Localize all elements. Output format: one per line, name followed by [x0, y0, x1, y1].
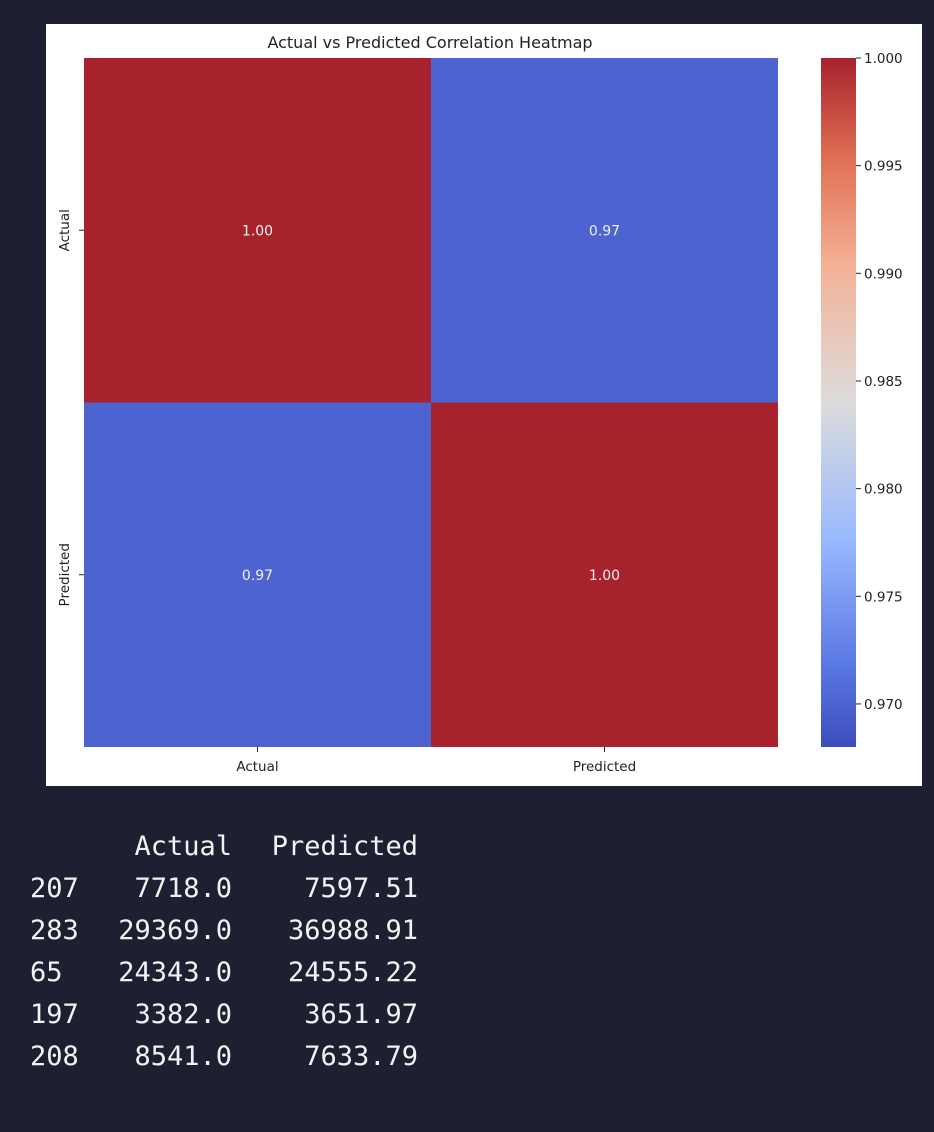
column-header-actual: Actual	[134, 831, 232, 862]
table-row: 197 3382.0 3651.97	[30, 994, 418, 1036]
x-tick-label: Actual	[236, 759, 278, 775]
predicted-value: 24555.22	[287, 957, 418, 988]
colorbar-tick-label: 0.995	[864, 159, 903, 175]
colorbar-tick-label: 0.990	[864, 266, 903, 282]
cell-value-label: 0.97	[589, 223, 620, 239]
heatmap-chart: Actual vs Predicted Correlation Heatmap …	[57, 33, 903, 775]
colorbar-tick-label: 0.975	[864, 589, 903, 605]
table-header-row: Actual Predicted	[30, 826, 418, 868]
actual-value: 7718.0	[134, 873, 232, 904]
colorbar-tick-label: 0.980	[864, 482, 903, 498]
row-index: 65	[30, 957, 63, 988]
cell-value-label: 1.00	[589, 568, 620, 584]
dataframe-output: Actual Predicted 207 7718.0 7597.51 283 …	[30, 826, 418, 1078]
table-row: 208 8541.0 7633.79	[30, 1036, 418, 1078]
heatmap-cell	[84, 402, 431, 747]
heatmap-figure: Actual vs Predicted Correlation Heatmap …	[46, 24, 922, 786]
actual-value: 3382.0	[134, 999, 232, 1030]
table-row: 283 29369.0 36988.91	[30, 910, 418, 952]
predicted-value: 36988.91	[287, 915, 418, 946]
predicted-value: 3651.97	[304, 999, 418, 1030]
column-header-predicted: Predicted	[271, 831, 418, 862]
heatmap-cell	[431, 402, 778, 747]
actual-value: 24343.0	[118, 957, 232, 988]
colorbar-tick-label: 0.985	[864, 374, 903, 390]
actual-value: 8541.0	[134, 1041, 232, 1072]
predicted-value: 7597.51	[304, 873, 418, 904]
row-index: 283	[30, 915, 79, 946]
table-row: 65 24343.0 24555.22	[30, 952, 418, 994]
y-tick-label: Predicted	[57, 543, 73, 606]
colorbar-tick-label: 1.000	[864, 51, 903, 67]
y-tick-label: Actual	[57, 209, 73, 251]
row-index: 207	[30, 873, 79, 904]
heatmap-cell	[84, 58, 431, 403]
row-index: 208	[30, 1041, 79, 1072]
colorbar-tick-label: 0.970	[864, 697, 903, 713]
chart-title: Actual vs Predicted Correlation Heatmap	[267, 33, 592, 52]
row-index: 197	[30, 999, 79, 1030]
x-tick-label: Predicted	[573, 759, 636, 775]
colorbar-gradient	[821, 58, 856, 747]
actual-value: 29369.0	[118, 915, 232, 946]
cell-value-label: 0.97	[242, 568, 273, 584]
predicted-value: 7633.79	[304, 1041, 418, 1072]
table-row: 207 7718.0 7597.51	[30, 868, 418, 910]
cell-value-label: 1.00	[242, 223, 273, 239]
heatmap-cell	[431, 58, 778, 403]
